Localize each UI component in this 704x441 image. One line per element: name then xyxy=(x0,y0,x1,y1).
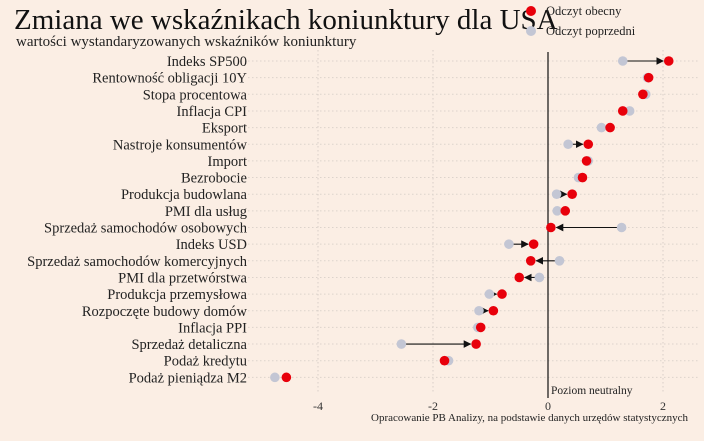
point-current xyxy=(439,355,450,366)
category-label: Sprzedaż samochodów komercyjnych xyxy=(27,254,248,270)
point-current xyxy=(475,322,486,333)
x-tick-label: 0 xyxy=(545,399,551,413)
category-label: Produkcja budowlana xyxy=(121,187,248,203)
point-previous xyxy=(596,122,607,133)
point-current xyxy=(617,106,628,116)
point-previous xyxy=(504,239,514,249)
point-previous xyxy=(616,222,627,233)
point-current xyxy=(638,89,648,100)
category-label: Rentowność obligacji 10Y xyxy=(92,71,247,87)
point-current xyxy=(514,272,525,283)
point-current xyxy=(528,239,539,249)
category-label: Eksport xyxy=(202,121,247,137)
category-label: Podaż kredytu xyxy=(164,354,247,370)
change-arrows xyxy=(401,57,665,348)
zero-line-label: Poziom neutralny xyxy=(551,385,633,397)
category-label: Indeks SP500 xyxy=(167,54,247,70)
point-current xyxy=(546,222,556,233)
category-label: Produkcja przemysłowa xyxy=(107,287,247,303)
x-tick-label: -4 xyxy=(313,399,323,413)
category-label: Inflacja PPI xyxy=(178,320,247,336)
legend: Odczyt obecny Odczyt poprzedni xyxy=(526,4,636,38)
x-tick-label: 2 xyxy=(660,399,666,413)
category-label: Sprzedaż samochodów osobowych xyxy=(44,221,248,237)
source-note: Opracowanie PB Analizy, na podstawie dan… xyxy=(371,412,688,424)
category-label: Podaż pieniądza M2 xyxy=(129,370,247,386)
category-label: Stopa procentowa xyxy=(143,87,248,103)
category-label: Nastroje konsumentów xyxy=(113,137,248,153)
point-current xyxy=(567,189,577,199)
legend-label: Odczyt obecny xyxy=(546,4,622,18)
point-current xyxy=(643,72,654,83)
point-previous xyxy=(270,372,280,383)
point-current xyxy=(525,255,536,266)
point-previous xyxy=(554,255,565,266)
chart-title: Zmiana we wskaźnikach koniunktury dla US… xyxy=(14,4,558,36)
point-previous xyxy=(534,272,545,283)
data-points xyxy=(270,56,674,383)
point-current xyxy=(605,122,615,133)
category-label: Sprzedaż detaliczna xyxy=(131,337,247,353)
point-current xyxy=(488,305,499,316)
category-label: Indeks USD xyxy=(176,237,247,253)
point-current xyxy=(583,139,594,150)
category-label: Bezrobocie xyxy=(181,171,247,187)
legend-label: Odczyt poprzedni xyxy=(546,24,636,38)
x-tick-label: -2 xyxy=(428,399,438,413)
chart-subtitle: wartości wystandaryzowanych wskaźników k… xyxy=(16,34,357,50)
point-current xyxy=(281,372,292,383)
point-current xyxy=(471,339,481,349)
category-label: PMI dla przetwórstwa xyxy=(118,270,247,286)
point-previous xyxy=(624,106,635,116)
x-axis-ticks: -4 -2 0 2 xyxy=(313,399,666,413)
point-previous xyxy=(563,139,573,150)
point-previous xyxy=(474,305,484,316)
category-label: PMI dla usług xyxy=(165,204,247,220)
category-label: Rozpoczęte budowy domów xyxy=(82,304,248,320)
point-current xyxy=(577,172,588,183)
category-label: Inflacja CPI xyxy=(177,104,248,120)
legend-marker xyxy=(526,6,536,16)
point-current xyxy=(560,206,571,216)
category-label: Import xyxy=(208,154,247,170)
point-previous xyxy=(551,189,562,199)
point-previous xyxy=(552,206,562,216)
point-current xyxy=(663,56,674,66)
point-current xyxy=(581,156,592,166)
point-previous xyxy=(484,289,495,299)
point-previous xyxy=(617,56,628,66)
legend-marker xyxy=(526,26,536,36)
point-current xyxy=(497,289,507,299)
point-previous xyxy=(396,339,407,349)
